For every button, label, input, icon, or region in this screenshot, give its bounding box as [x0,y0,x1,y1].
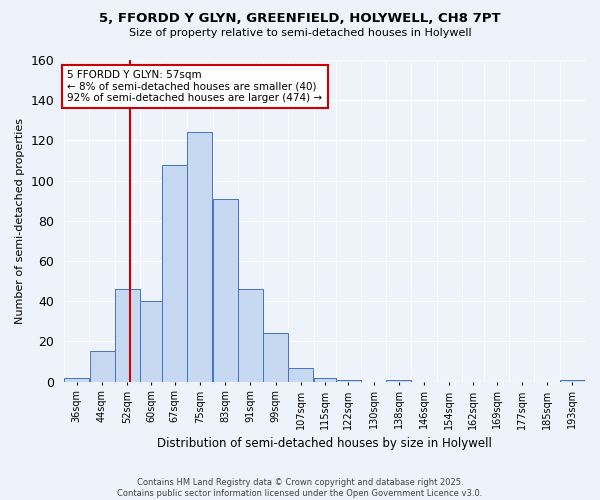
Bar [212,198,238,382]
Bar [238,289,263,382]
Bar [64,378,89,382]
Text: 5 FFORDD Y GLYN: 57sqm
← 8% of semi-detached houses are smaller (40)
92% of semi: 5 FFORDD Y GLYN: 57sqm ← 8% of semi-deta… [67,70,322,103]
Text: 5, FFORDD Y GLYN, GREENFIELD, HOLYWELL, CH8 7PT: 5, FFORDD Y GLYN, GREENFIELD, HOLYWELL, … [99,12,501,26]
X-axis label: Distribution of semi-detached houses by size in Holywell: Distribution of semi-detached houses by … [157,437,492,450]
Text: Size of property relative to semi-detached houses in Holywell: Size of property relative to semi-detach… [128,28,472,38]
Bar [263,334,288,382]
Bar [140,301,162,382]
Bar [115,289,140,382]
Bar [289,368,313,382]
Y-axis label: Number of semi-detached properties: Number of semi-detached properties [15,118,25,324]
Text: Contains HM Land Registry data © Crown copyright and database right 2025.
Contai: Contains HM Land Registry data © Crown c… [118,478,482,498]
Bar [336,380,361,382]
Bar [560,380,585,382]
Bar [314,378,335,382]
Bar [386,380,411,382]
Bar [89,352,115,382]
Bar [162,164,187,382]
Bar [187,132,212,382]
